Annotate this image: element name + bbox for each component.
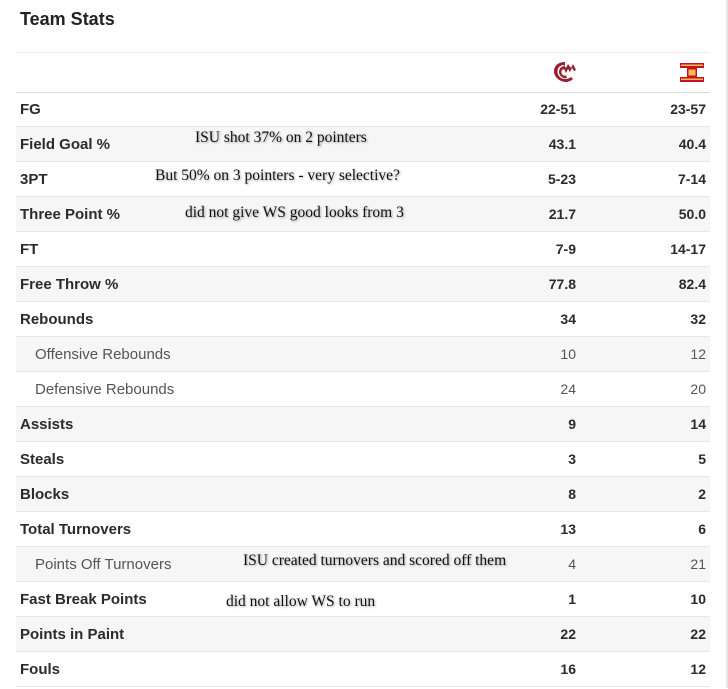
team1-value: 3 [568,451,576,467]
table-row: Steals 3 5 [16,442,710,477]
team1-value: 4 [568,556,576,572]
annotation-note: But 50% on 3 pointers - very selective? [155,167,400,184]
stat-label: Field Goal % [20,136,111,153]
stat-label: Total Turnovers [20,521,132,538]
stat-label: Three Point % [20,206,121,223]
team-logo-header [16,53,710,93]
stat-label: Assists [20,416,74,433]
team2-value: 32 [690,311,706,327]
team2-value: 2 [698,486,706,502]
team2-value: 50.0 [678,206,706,222]
table-row: Field Goal % 43.1 40.4 [16,127,710,162]
stat-label: Fouls [20,661,60,678]
stats-table: FG 22-51 23-57 Field Goal % 43.1 40.4 3PT 5-23 7… [16,92,710,687]
table-row: Free Throw % 77.8 82.4 [16,267,710,302]
team1-value: 34 [560,311,576,327]
team2-value: 12 [690,346,706,362]
table-row: Total Turnovers 13 6 [16,512,710,547]
team2-value: 40.4 [678,136,706,152]
page-title: Team Stats [20,9,115,29]
team1-value: 7-9 [555,241,576,257]
table-row: Rebounds 34 32 [16,302,710,337]
stat-label: Points in Paint [20,626,125,643]
annotation-note: did not allow WS to run [226,593,376,610]
team1-value: 9 [568,416,576,432]
annotation-note: ISU created turnovers and scored off the… [243,552,507,569]
team1-value: 22-51 [540,101,576,117]
table-row: Defensive Rebounds 24 20 [16,372,710,407]
table-row: Three Point % 21.7 50.0 [16,197,710,232]
table-row: 3PT 5-23 7-14 [16,162,710,197]
table-row: FG 22-51 23-57 [16,92,710,127]
team2-value: 14 [690,416,706,432]
team1-value: 8 [568,486,576,502]
team1-value: 5-23 [547,171,576,187]
team1-value: 16 [560,661,576,677]
divider [16,52,710,53]
team1-value: 22 [560,626,576,642]
annotation-note: did not give WS good looks from 3 [185,204,404,221]
stat-label: Defensive Rebounds [35,381,175,398]
team1-value: 1 [568,591,576,607]
stat-label: Blocks [20,486,70,503]
team2-value: 10 [690,591,706,607]
stat-label: Fast Break Points [20,591,147,608]
annotation-note: ISU shot 37% on 2 pointers [195,129,367,146]
team1-value: 21.7 [548,206,576,222]
iowa-state-cyclones-logo-icon[interactable] [678,60,706,89]
team1-value: 77.8 [548,276,576,292]
team1-value: 10 [560,346,576,362]
team2-value: 6 [698,521,706,537]
stat-label: 3PT [20,171,48,188]
team2-value: 5 [698,451,706,467]
table-row: Assists 9 14 [16,407,710,442]
team2-value: 20 [690,381,706,397]
team1-value: 24 [560,381,576,397]
team2-value: 22 [690,626,706,642]
table-row: FT 7-9 14-17 [16,232,710,267]
stat-label: Free Throw % [20,276,119,293]
team2-value: 23-57 [670,101,706,117]
team2-value: 7-14 [677,171,706,187]
team2-value: 21 [690,556,706,572]
stat-label: Points Off Turnovers [35,556,172,573]
table-row: Points in Paint 22 22 [16,617,710,652]
stat-label: Offensive Rebounds [35,346,171,363]
team2-value: 12 [690,661,706,677]
team2-value: 82.4 [678,276,706,292]
stat-label: FG [20,101,41,118]
table-row: Offensive Rebounds 10 12 [16,337,710,372]
table-row: Blocks 8 2 [16,477,710,512]
stat-label: FT [20,241,39,258]
wsu-cougars-logo-icon[interactable] [552,60,578,89]
team1-value: 43.1 [548,136,576,152]
team1-value: 13 [560,521,576,537]
stat-label: Steals [20,451,65,468]
table-row: Fouls 16 12 [16,652,710,687]
team2-value: 14-17 [670,241,706,257]
table-row: Points Off Turnovers 4 21 [16,547,710,582]
stat-label: Rebounds [20,311,94,328]
table-row: Fast Break Points 1 10 [16,582,710,617]
